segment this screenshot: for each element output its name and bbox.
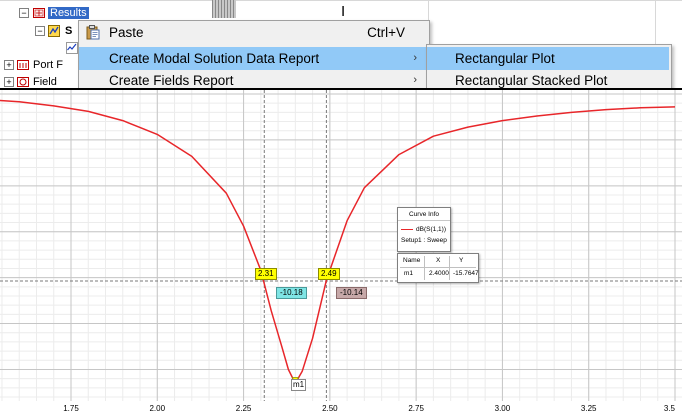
table-header-row: Name X Y: [398, 257, 478, 266]
marker-x-label-right[interactable]: 2.49: [318, 268, 340, 280]
legend-setup: Setup1 : Sweep: [401, 237, 447, 244]
legend-line-swatch: [401, 229, 413, 230]
submenu-item-label: Rectangular Stacked Plot: [455, 73, 608, 88]
menu-item-create-fields-report[interactable]: Create Fields Report ›: [79, 69, 427, 92]
submenu-item-label: Rectangular Plot: [455, 51, 555, 66]
marker-y-value: -10.14: [340, 288, 363, 297]
report-type-submenu: Rectangular Plot Rectangular Stacked Plo…: [426, 44, 672, 90]
tree-item-field-overlays[interactable]: + Field: [0, 74, 80, 91]
min-marker-label[interactable]: m1: [291, 379, 307, 391]
series-line-s11: [0, 99, 676, 385]
expand-icon[interactable]: +: [4, 77, 14, 87]
marker-name: m1: [293, 380, 305, 389]
marker-table[interactable]: Name X Y m1 2.4000 -15.7647: [397, 253, 479, 283]
port-field-label: Port F: [33, 59, 63, 71]
tree-item-trace[interactable]: [0, 40, 80, 57]
table-row: m1 2.4000 -15.7647: [398, 270, 479, 279]
port-field-icon: [17, 60, 29, 70]
marker-x-value: 2.31: [258, 269, 274, 278]
table-cell: m1: [404, 270, 414, 277]
s-parameter-label: S: [65, 25, 73, 37]
submenu-item-rectangular-stacked-plot[interactable]: Rectangular Stacked Plot: [427, 69, 669, 92]
table-cell: -15.7647: [453, 270, 479, 277]
menu-item-create-modal-solution-data-report[interactable]: Create Modal Solution Data Report ›: [79, 47, 427, 70]
marker-y-value: -10.18: [280, 288, 303, 297]
menu-item-paste[interactable]: Paste Ctrl+V: [79, 21, 427, 44]
results-label[interactable]: Results: [48, 7, 89, 19]
table-col-sep: [424, 256, 425, 280]
column-header: Y: [459, 257, 464, 264]
submenu-item-rectangular-plot[interactable]: Rectangular Plot: [427, 47, 669, 70]
table-cell: 2.4000: [429, 270, 449, 277]
x-tick-label: 2.25: [236, 404, 252, 413]
collapse-icon[interactable]: −: [19, 8, 29, 18]
submenu-arrow-icon: ›: [413, 52, 417, 64]
x-tick-label: 2.50: [322, 404, 338, 413]
scrollbar-thumb[interactable]: [212, 0, 236, 18]
x-tick-label: 2.00: [149, 404, 165, 413]
tree-item-s-parameter-plot[interactable]: − S: [0, 23, 80, 40]
expand-icon[interactable]: +: [4, 60, 14, 70]
marker-x-label-left[interactable]: 2.31: [255, 268, 277, 280]
curve-info-legend[interactable]: Curve Info dB(S(1,1)) Setup1 : Sweep: [397, 207, 451, 252]
grid-line: [0, 0, 682, 1]
table-divider: [400, 267, 476, 268]
tree-item-results[interactable]: − Results: [0, 5, 100, 22]
column-header: Name: [403, 257, 421, 264]
legend-trace-name: dB(S(1,1)): [416, 226, 446, 233]
shortcut-label: Ctrl+V: [367, 25, 405, 40]
collapse-icon[interactable]: −: [35, 26, 45, 36]
paste-icon: [86, 25, 100, 40]
field-overlay-icon: [17, 77, 29, 87]
curve-info-title: Curve Info: [398, 211, 450, 221]
submenu-arrow-icon: ›: [413, 74, 417, 86]
field-label: Field: [33, 76, 57, 88]
marker-x-value: 2.49: [321, 269, 337, 278]
menu-item-label: Create Modal Solution Data Report: [109, 51, 320, 66]
text-cursor-icon: I: [341, 3, 346, 20]
x-tick-label: 3.5: [664, 404, 676, 413]
context-menu: Paste Ctrl+V Create Modal Solution Data …: [78, 20, 430, 90]
results-folder-icon: [33, 8, 45, 18]
table-col-sep: [449, 256, 450, 280]
tree-item-port-field[interactable]: + Port F: [0, 57, 80, 74]
x-tick-label: 3.00: [495, 404, 511, 413]
menu-item-label: Paste: [109, 25, 144, 40]
x-tick-label: 1.75: [63, 404, 79, 413]
trace-icon: [66, 42, 78, 54]
plot-report-icon: [48, 25, 60, 37]
s11-chart[interactable]: 1.75 2.00 2.25 2.50 2.75 3.00 3.25 3.5: [0, 90, 682, 415]
marker-y-label-right[interactable]: -10.14: [336, 287, 367, 299]
legend-entry: dB(S(1,1)): [401, 225, 449, 234]
column-header: X: [436, 257, 441, 264]
plot-area[interactable]: 1.75 2.00 2.25 2.50 2.75 3.00 3.25 3.5 2.31 -10…: [0, 88, 682, 415]
menu-item-label: Create Fields Report: [109, 73, 234, 88]
x-tick-label: 2.75: [408, 404, 424, 413]
x-tick-label: 3.25: [581, 404, 597, 413]
marker-y-label-left[interactable]: -10.18: [276, 287, 307, 299]
